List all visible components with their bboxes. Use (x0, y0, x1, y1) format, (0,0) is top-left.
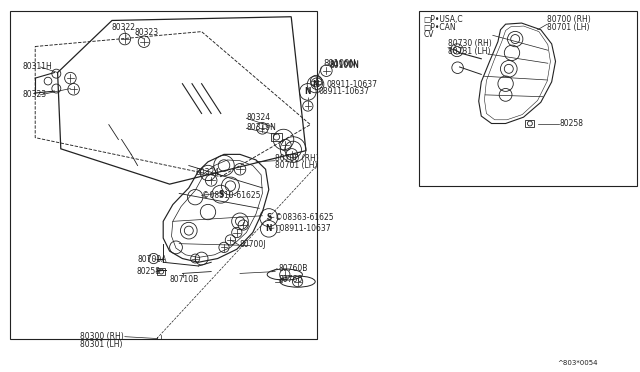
Text: 80710B: 80710B (170, 275, 199, 284)
Text: 80301 (LH): 80301 (LH) (80, 340, 122, 349)
Text: 80258: 80258 (137, 267, 161, 276)
Text: 80700 (RH): 80700 (RH) (547, 15, 591, 24)
Bar (10, 11, 317, 339)
Text: 80322: 80322 (112, 23, 136, 32)
Text: 80760B: 80760B (278, 264, 308, 273)
Text: N: N (312, 80, 319, 89)
Text: 80731 (LH): 80731 (LH) (448, 47, 490, 56)
Text: 80100N: 80100N (330, 61, 360, 70)
Text: □P•USA,C: □P•USA,C (424, 15, 463, 24)
Text: □P•CAN: □P•CAN (424, 23, 456, 32)
Text: 80730 (RH): 80730 (RH) (448, 39, 492, 48)
Text: 80324: 80324 (246, 113, 271, 122)
Text: S: S (218, 190, 223, 199)
Text: 80100N: 80100N (323, 59, 356, 68)
Text: Ⓝ08911-10637: Ⓝ08911-10637 (275, 224, 331, 232)
Text: 80323: 80323 (22, 90, 47, 99)
Bar (271, 133, 282, 141)
Text: ©08310-61625: ©08310-61625 (202, 191, 260, 200)
Text: 08911-10637: 08911-10637 (326, 80, 378, 89)
Bar (157, 268, 165, 275)
Text: 80311H: 80311H (22, 62, 52, 71)
Text: 80701 (LH): 80701 (LH) (275, 161, 317, 170)
Text: S: S (266, 213, 271, 222)
Text: 80701 (LH): 80701 (LH) (547, 23, 589, 32)
Text: 80323: 80323 (134, 28, 159, 37)
Text: N: N (305, 87, 311, 96)
Text: 80258: 80258 (560, 119, 584, 128)
Bar (525, 120, 534, 127)
Text: 80760: 80760 (278, 275, 303, 283)
Text: 80700J: 80700J (240, 240, 266, 249)
Text: CV: CV (424, 30, 434, 39)
Text: 80700 (RH): 80700 (RH) (275, 154, 319, 163)
Text: 80324: 80324 (195, 169, 220, 177)
Text: 80100N: 80100N (330, 60, 360, 69)
Text: 80300 (RH): 80300 (RH) (80, 332, 124, 341)
Text: ©08363-61625: ©08363-61625 (275, 213, 334, 222)
Bar (419, 11, 637, 186)
Text: ^803*0054: ^803*0054 (557, 360, 597, 366)
Text: 80319N: 80319N (246, 123, 276, 132)
Text: 80700A: 80700A (138, 255, 167, 264)
Text: N: N (266, 224, 272, 233)
Text: 08911-10637: 08911-10637 (318, 87, 369, 96)
